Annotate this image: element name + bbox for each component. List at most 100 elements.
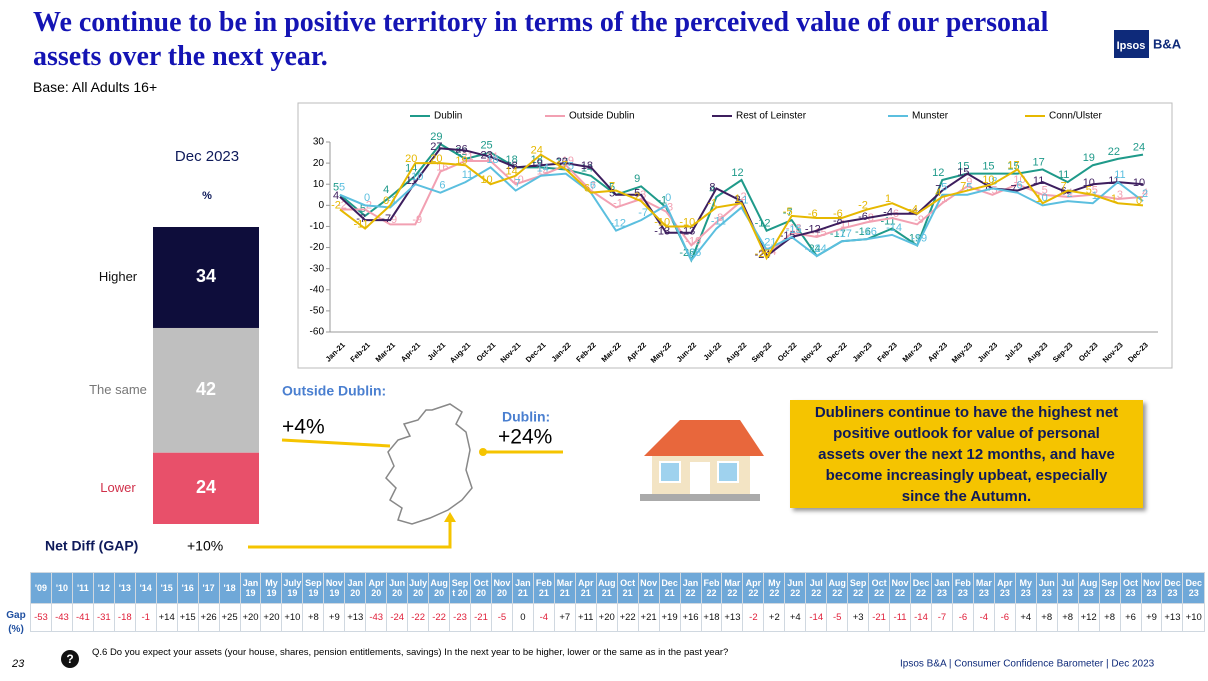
data-label: 14 bbox=[537, 163, 549, 175]
data-label: -12 bbox=[610, 218, 626, 230]
outside-arrow bbox=[281, 438, 391, 448]
data-label: 6 bbox=[584, 183, 590, 195]
data-label: -15 bbox=[786, 224, 802, 236]
data-label: 10 bbox=[1133, 177, 1145, 189]
gap-value: -4 bbox=[532, 603, 555, 632]
y-tick-label: 10 bbox=[313, 179, 325, 190]
data-label: 1 bbox=[1036, 193, 1042, 205]
data-label: 7 bbox=[960, 180, 966, 192]
data-label: 14 bbox=[506, 166, 518, 178]
data-label: 5 bbox=[941, 182, 947, 194]
data-label: 2 bbox=[634, 191, 640, 203]
data-label: 22 bbox=[455, 146, 467, 158]
gap-value: -43 bbox=[365, 603, 388, 632]
gap-header: '09 bbox=[30, 572, 52, 604]
data-label: 7 bbox=[590, 180, 596, 192]
data-label: 4 bbox=[935, 187, 941, 199]
data-label: 7 bbox=[609, 180, 615, 192]
gap-value: -22 bbox=[407, 603, 430, 632]
gap-header: My 22 bbox=[763, 572, 786, 604]
callout: Dubliners continue to have the highest n… bbox=[790, 400, 1143, 508]
bar-category: Higher bbox=[99, 269, 138, 284]
slide-title: We continue to be in positive territory … bbox=[33, 7, 1049, 72]
gap-header: Aug 21 bbox=[595, 572, 618, 604]
data-label: -7 bbox=[783, 207, 793, 219]
data-label: -14 bbox=[886, 222, 902, 234]
gap-header: '13 bbox=[113, 572, 136, 604]
gap-value: +7 bbox=[553, 603, 576, 632]
gap-header: Sep 22 bbox=[847, 572, 870, 604]
gap-value: -7 bbox=[930, 603, 953, 632]
gap-header: My 19 bbox=[260, 572, 283, 604]
data-label: -13 bbox=[679, 226, 695, 238]
gap-header: Oct 20 bbox=[470, 572, 492, 604]
gap-header: Jul 23 bbox=[1056, 572, 1079, 604]
data-label: 11 bbox=[1114, 169, 1125, 181]
gap-header: Nov 19 bbox=[323, 572, 346, 604]
gap-header: Aug 20 bbox=[428, 572, 451, 604]
data-label: 10 bbox=[1083, 177, 1095, 189]
data-label: -1 bbox=[708, 197, 718, 209]
net-diff-value: +10% bbox=[187, 538, 223, 554]
data-label: 9 bbox=[634, 173, 640, 185]
data-label: -4 bbox=[908, 204, 918, 216]
data-label: -13 bbox=[654, 226, 670, 238]
bar-value: 24 bbox=[196, 477, 216, 497]
data-label: 5 bbox=[609, 182, 615, 194]
gap-header: Jun 20 bbox=[386, 572, 409, 604]
gap-header: Nov 20 bbox=[490, 572, 513, 604]
data-label: 7 bbox=[515, 177, 521, 189]
gap-value: +9 bbox=[1140, 603, 1163, 632]
data-label: 10 bbox=[982, 174, 994, 186]
data-label: 15 bbox=[957, 167, 969, 179]
gap-header: '17 bbox=[197, 572, 220, 604]
gap-value: -53 bbox=[30, 603, 52, 632]
gap-value: +3 bbox=[847, 603, 870, 632]
gap-header: Apr 22 bbox=[742, 572, 765, 604]
gap-value: +8 bbox=[302, 603, 325, 632]
data-label: 0 bbox=[383, 195, 389, 207]
question: Q.6 Do you expect your assets (your hous… bbox=[92, 647, 729, 658]
gap-header: Dec 23 bbox=[1182, 572, 1205, 604]
data-label: 2 bbox=[1067, 188, 1073, 200]
data-label: -13 bbox=[786, 223, 802, 235]
data-label: -5 bbox=[783, 206, 793, 218]
data-label: -19 bbox=[911, 232, 927, 244]
gap-header: Sep 19 bbox=[302, 572, 325, 604]
gap-value: +19 bbox=[658, 603, 681, 632]
bar-segment bbox=[153, 452, 259, 524]
data-label: 2 bbox=[734, 194, 740, 206]
data-label: 2 bbox=[1142, 188, 1148, 200]
data-label: -24 bbox=[811, 243, 827, 255]
data-label: -19 bbox=[685, 235, 701, 247]
bar-segment bbox=[153, 227, 259, 328]
data-label: -11 bbox=[354, 218, 369, 230]
legend-label: Conn/Ulster bbox=[1049, 111, 1102, 122]
legend-label: Dublin bbox=[434, 111, 462, 122]
gap-header: Oct 21 bbox=[616, 572, 639, 604]
data-label: 1 bbox=[885, 193, 891, 205]
gap-value: +6 bbox=[1119, 603, 1142, 632]
data-label: -1 bbox=[613, 197, 623, 209]
data-label: -1 bbox=[739, 194, 749, 206]
series-line bbox=[339, 147, 1144, 258]
data-label: 10 bbox=[480, 174, 492, 186]
data-label: -24 bbox=[805, 243, 821, 255]
data-label: 11 bbox=[406, 175, 417, 187]
data-label: 0 bbox=[1136, 195, 1142, 207]
data-label: 29 bbox=[430, 131, 442, 143]
data-label: 11 bbox=[462, 169, 473, 181]
data-label: 4 bbox=[1142, 187, 1148, 199]
gap-value: -6 bbox=[951, 603, 974, 632]
logo-ba: B&A bbox=[1153, 36, 1182, 51]
gap-value: -21 bbox=[470, 603, 492, 632]
data-label: 4 bbox=[709, 184, 715, 196]
gap-value: -11 bbox=[889, 603, 912, 632]
y-tick-label: -50 bbox=[310, 306, 325, 317]
data-label: 9 bbox=[966, 176, 972, 188]
data-label: 11 bbox=[1108, 175, 1119, 187]
data-label: 3 bbox=[1117, 189, 1123, 201]
data-label: 23 bbox=[480, 150, 492, 162]
y-tick-label: -60 bbox=[310, 327, 325, 338]
